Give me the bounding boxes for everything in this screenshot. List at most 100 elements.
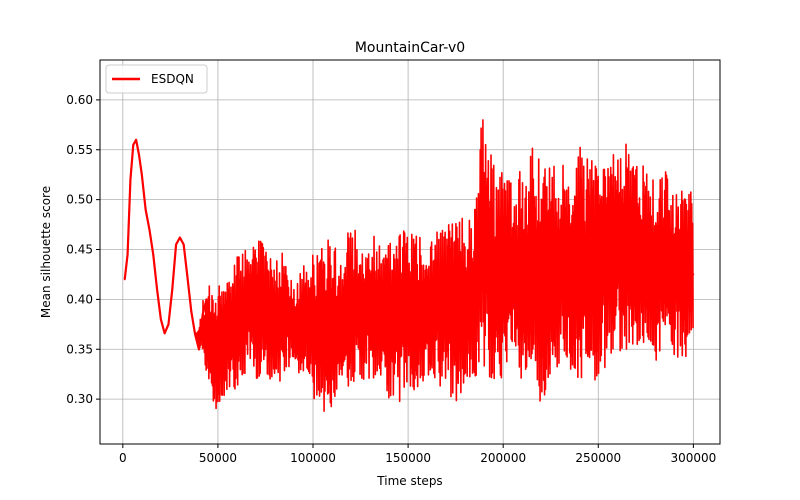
data-point	[692, 273, 695, 276]
data-point	[549, 258, 552, 261]
data-point	[156, 288, 158, 291]
data-point	[616, 258, 619, 261]
data-point	[293, 308, 295, 311]
y-tick-label: 0.30	[66, 392, 93, 406]
x-axis-label: Time steps	[376, 474, 442, 488]
data-point	[502, 258, 505, 261]
data-point	[378, 298, 381, 301]
data-point	[217, 388, 219, 391]
data-point	[445, 288, 448, 291]
y-tick-label: 0.35	[66, 342, 93, 356]
data-point	[321, 298, 324, 301]
y-tick-label: 0.40	[66, 292, 93, 306]
data-point	[245, 303, 248, 306]
data-point	[175, 243, 177, 246]
data-point	[635, 268, 638, 271]
x-tick-label: 0	[119, 451, 127, 465]
data-point	[163, 332, 166, 335]
data-point	[559, 263, 562, 266]
data-point	[521, 278, 524, 281]
data-point	[340, 303, 343, 306]
data-point	[331, 308, 333, 311]
data-point	[126, 253, 129, 256]
data-point	[644, 288, 647, 291]
data-point	[312, 328, 314, 331]
data-point	[201, 313, 204, 316]
data-point	[129, 178, 132, 181]
data-point	[171, 288, 174, 291]
data-point	[416, 293, 419, 296]
legend-box	[105, 64, 208, 94]
data-point	[198, 348, 200, 351]
y-axis-label: Mean silhouette score	[39, 186, 53, 318]
data-point	[464, 298, 467, 301]
data-point	[654, 278, 657, 281]
data-point	[226, 298, 229, 301]
data-point	[540, 248, 543, 251]
series-band-esdqn	[123, 119, 694, 412]
y-tick-label: 0.50	[66, 193, 93, 207]
data-point	[274, 298, 276, 301]
data-point	[473, 293, 476, 296]
x-tick-label: 150000	[385, 451, 431, 465]
data-point	[190, 310, 193, 313]
data-point	[530, 258, 533, 261]
data-point	[178, 236, 181, 239]
data-point	[426, 303, 429, 306]
data-point	[587, 258, 590, 261]
data-point	[182, 243, 185, 246]
data-point	[483, 268, 486, 271]
x-tick-label: 300000	[670, 451, 716, 465]
data-point	[194, 333, 196, 336]
data-point	[388, 303, 390, 306]
chart-title: MountainCar-v0	[355, 40, 465, 56]
legend-label-esdqn: ESDQN	[151, 72, 194, 86]
data-point	[236, 333, 238, 336]
legend: ESDQN	[105, 64, 208, 94]
data-point	[167, 323, 170, 326]
data-point	[435, 298, 438, 301]
data-point	[144, 208, 147, 211]
data-point	[578, 248, 581, 251]
data-point	[682, 268, 685, 271]
plot-frame	[99, 59, 721, 445]
data-point	[302, 318, 305, 321]
data-point	[205, 298, 208, 301]
data-point	[359, 303, 362, 306]
data-point	[597, 253, 600, 256]
series-layer	[123, 119, 695, 412]
plot-area: 0 50000 100000 150000 200000 250000 300000 0.3…	[66, 59, 721, 465]
data-point	[255, 278, 257, 281]
y-tick-label: 0.60	[66, 93, 93, 107]
data-point	[140, 173, 143, 176]
data-point	[186, 276, 189, 279]
data-point	[454, 278, 457, 281]
x-tick-label: 250000	[575, 451, 621, 465]
data-point	[264, 288, 267, 291]
data-point	[138, 153, 140, 156]
data-point	[209, 320, 212, 323]
data-point	[606, 248, 609, 251]
x-axis: 0 50000 100000 150000 200000 250000 300000	[119, 444, 716, 465]
data-point	[350, 288, 352, 291]
x-tick-label: 50000	[199, 451, 237, 465]
y-axis: 0.30 0.35 0.40 0.45 0.50 0.55 0.60	[66, 93, 100, 406]
data-point	[625, 243, 628, 246]
data-point	[148, 228, 151, 231]
data-point	[511, 268, 514, 271]
data-point	[152, 253, 155, 256]
data-point	[369, 308, 371, 311]
data-point	[132, 143, 135, 146]
x-tick-label: 200000	[480, 451, 526, 465]
x-tick-label: 100000	[290, 451, 336, 465]
data-point	[568, 268, 571, 271]
y-tick-label: 0.55	[66, 143, 93, 157]
data-point	[407, 288, 409, 291]
data-point	[159, 318, 162, 321]
data-point	[397, 300, 400, 303]
data-point	[283, 313, 286, 316]
data-point	[135, 138, 138, 141]
y-tick-label: 0.45	[66, 243, 93, 257]
data-point	[673, 278, 676, 281]
